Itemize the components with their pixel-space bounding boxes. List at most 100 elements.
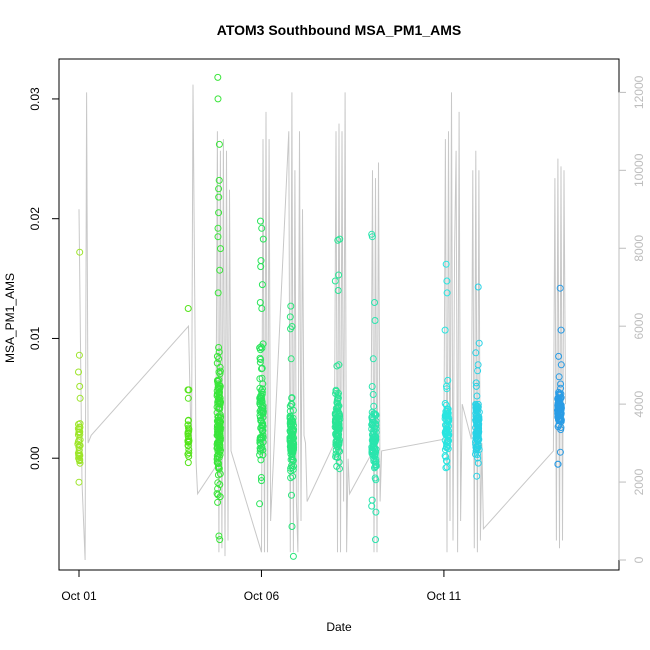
data-point <box>74 425 82 433</box>
data-point <box>184 421 192 429</box>
y-left-tick-label: 0.00 <box>28 446 42 470</box>
data-point <box>76 248 84 256</box>
data-point <box>472 416 480 424</box>
data-point <box>474 459 482 467</box>
data-point <box>258 364 266 372</box>
data-point <box>368 431 376 439</box>
data-point <box>75 446 83 454</box>
data-point <box>216 536 224 544</box>
data-point <box>286 402 294 410</box>
y-right-tick-label: 12000 <box>632 75 646 109</box>
data-point <box>214 376 221 384</box>
data-point <box>216 436 224 444</box>
data-point <box>372 421 380 429</box>
point-cluster <box>472 283 483 480</box>
point-cluster <box>554 284 565 468</box>
data-point <box>75 453 83 461</box>
data-point <box>259 451 267 459</box>
data-point <box>334 236 342 244</box>
data-point <box>185 438 193 446</box>
data-point <box>371 299 378 306</box>
data-point <box>256 358 264 366</box>
data-point <box>335 271 343 279</box>
data-point <box>443 382 450 390</box>
data-point <box>214 498 222 506</box>
data-point <box>472 349 480 357</box>
data-point <box>217 245 224 253</box>
data-point <box>215 176 223 184</box>
data-point <box>259 380 267 388</box>
gray-trace-line <box>78 84 566 561</box>
data-point <box>257 263 265 271</box>
data-point <box>335 389 342 397</box>
data-point <box>287 422 295 430</box>
data-point <box>185 449 193 457</box>
data-point <box>557 361 565 369</box>
data-point <box>472 440 480 448</box>
data-point <box>286 407 294 415</box>
y-right-tick-label: 6000 <box>632 313 646 340</box>
data-point <box>372 476 380 484</box>
data-point <box>216 493 224 501</box>
data-point <box>472 379 480 387</box>
data-point <box>555 391 563 399</box>
data-point <box>216 481 224 488</box>
data-point <box>557 380 565 388</box>
data-point <box>74 449 82 457</box>
data-point <box>75 368 82 376</box>
data-point <box>75 437 83 444</box>
data-point <box>368 383 376 390</box>
x-tick-label: Oct 01 <box>61 589 97 603</box>
data-point <box>372 536 379 544</box>
data-point <box>441 326 449 334</box>
y-right-tick-label: 0 <box>632 556 646 563</box>
data-point <box>442 464 450 472</box>
data-point <box>288 439 296 447</box>
data-point <box>332 414 340 421</box>
y-right-tick-label: 10000 <box>632 153 646 187</box>
data-point <box>216 430 224 438</box>
data-point <box>185 386 193 394</box>
data-point <box>287 355 295 363</box>
data-point <box>444 445 452 453</box>
data-point <box>184 305 192 312</box>
data-point <box>213 352 221 360</box>
data-point <box>257 217 264 225</box>
data-point <box>259 235 267 243</box>
data-point <box>217 434 224 442</box>
data-point <box>442 453 450 461</box>
x-tick-label: Oct 06 <box>244 589 280 603</box>
data-point <box>443 411 451 419</box>
data-point <box>215 140 223 148</box>
data-point <box>443 277 451 285</box>
data-point <box>370 402 378 410</box>
data-point <box>290 440 298 448</box>
data-point <box>473 392 481 400</box>
x-axis-label: Date <box>326 620 352 634</box>
data-point <box>257 424 265 432</box>
point-cluster <box>331 235 344 473</box>
data-point <box>215 344 223 351</box>
data-point <box>474 430 482 438</box>
data-point <box>215 193 223 201</box>
data-point <box>443 424 451 432</box>
y-left-tick-label: 0.01 <box>28 326 42 350</box>
data-point <box>214 471 222 479</box>
data-point <box>215 532 223 540</box>
data-point <box>333 362 341 370</box>
point-cluster <box>213 73 225 544</box>
data-point <box>472 438 479 446</box>
data-point <box>371 450 379 458</box>
data-point <box>444 432 452 440</box>
y-axis-left: 0.00 0.01 0.02 0.03 <box>28 87 60 470</box>
data-point <box>286 415 294 423</box>
data-point <box>368 233 376 241</box>
data-point <box>288 462 296 470</box>
data-point <box>335 446 343 454</box>
y-axis-label: MSA_PM1_AMS <box>3 273 17 363</box>
data-point <box>216 418 224 426</box>
data-point <box>369 391 377 398</box>
data-point <box>216 399 224 407</box>
data-point <box>334 394 342 402</box>
data-point <box>371 458 379 466</box>
